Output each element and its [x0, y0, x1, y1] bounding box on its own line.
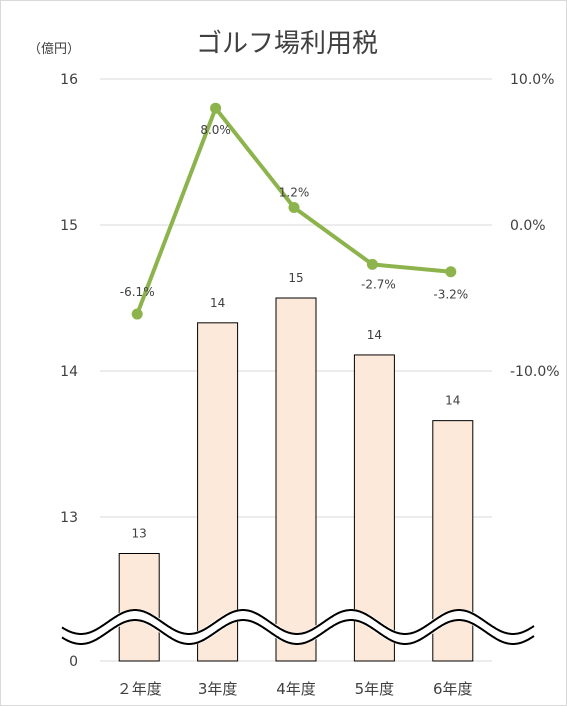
axis-break-gap	[58, 609, 538, 645]
y-axis-unit-label: （億円）	[28, 41, 80, 57]
bar	[197, 322, 239, 662]
bar	[118, 553, 160, 662]
axis-break	[58, 609, 538, 645]
growth-marker	[210, 102, 222, 114]
y-tick-label: 15	[60, 218, 78, 234]
line-data-label: -6.1%	[120, 285, 155, 299]
y-tick-label: 13	[60, 510, 78, 526]
y2-tick-label: 10.0%	[510, 72, 554, 88]
bar-data-label: 14	[367, 328, 382, 342]
data-labels: 13 14 15 14 14 -6.1% 8.0% 1.2% -2.7% -3.2%	[120, 123, 468, 540]
bar-data-label: 13	[132, 527, 147, 541]
y-tick-label: 0	[69, 654, 78, 670]
growth-marker	[366, 258, 378, 270]
growth-marker	[131, 308, 143, 320]
y-tick-label: 14	[60, 364, 78, 380]
line-series	[131, 102, 457, 320]
growth-marker	[288, 201, 300, 213]
axis-break-line-upper	[61, 609, 535, 635]
growth-marker	[445, 266, 457, 278]
x-tick-label: 3年度	[198, 680, 238, 698]
x-tick-label: 6年度	[433, 680, 473, 698]
bar	[353, 354, 395, 662]
bar-data-label: 14	[210, 296, 225, 310]
bar	[275, 297, 317, 662]
axis-break-line-lower	[61, 619, 535, 645]
line-data-label: 8.0%	[200, 123, 231, 137]
axis-labels: 16 15 14 13 0 10.0% 0.0% -10.0% ２年度 3年度 4年度 5年度 6年度	[60, 72, 559, 698]
line-data-label: -2.7%	[361, 277, 396, 291]
line-data-label: 1.2%	[279, 185, 310, 199]
x-tick-label: 5年度	[355, 680, 395, 698]
chart-title: ゴルフ場利用税	[196, 29, 378, 59]
y2-tick-label: 0.0%	[510, 218, 546, 234]
bar-data-label: 14	[445, 394, 460, 408]
y2-tick-label: -10.0%	[510, 364, 560, 380]
y-tick-label: 16	[60, 72, 78, 88]
x-tick-label: 4年度	[276, 680, 316, 698]
line-data-label: -3.2%	[433, 288, 468, 302]
bar-data-label: 15	[288, 271, 303, 285]
x-tick-label: ２年度	[117, 680, 162, 698]
bar-series	[118, 297, 474, 662]
